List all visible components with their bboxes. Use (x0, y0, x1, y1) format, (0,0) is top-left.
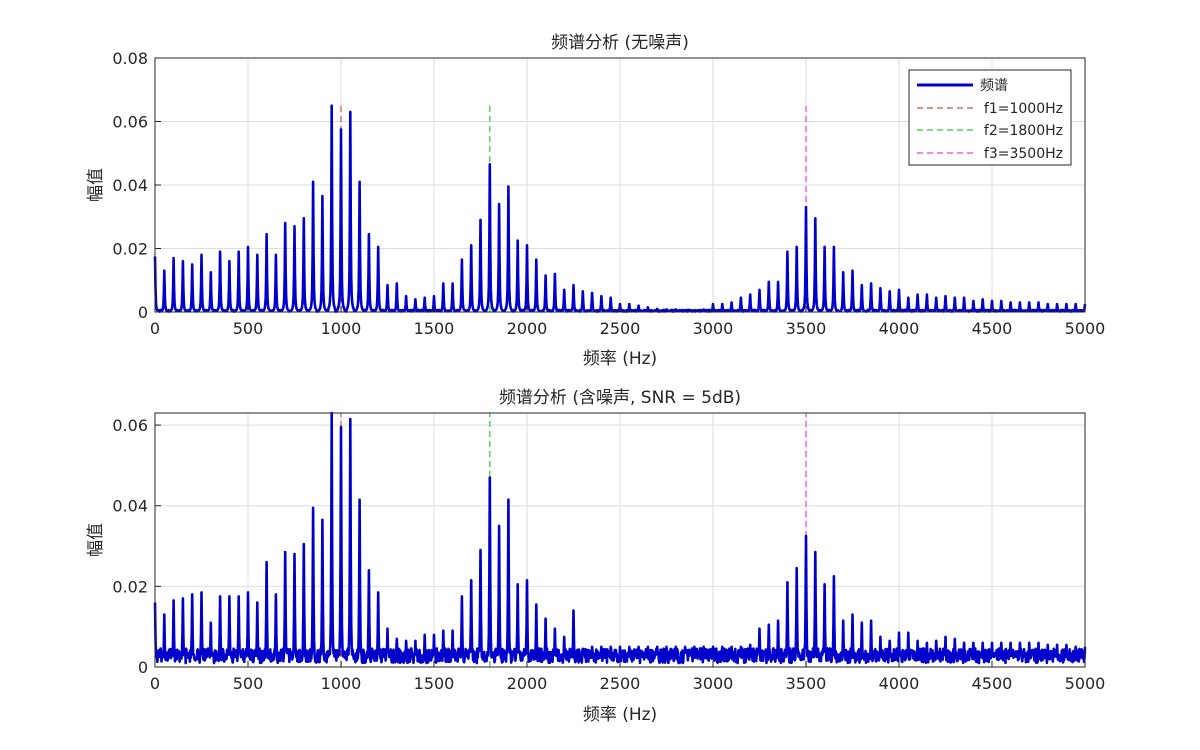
y-tick-label: 0.04 (112, 176, 148, 195)
y-tick-label: 0 (138, 658, 148, 677)
y-tick-label: 0.02 (112, 577, 148, 596)
x-tick-label: 0 (150, 674, 160, 693)
x-tick-label: 5000 (1065, 319, 1106, 338)
x-tick-label: 3500 (786, 674, 827, 693)
y-tick-label: 0.06 (112, 113, 148, 132)
chart-bottom: 0 500 1000 1500 2000 2500 3000 3500 4000 4500 5000… (86, 388, 1105, 725)
x-tick-label: 1500 (414, 319, 455, 338)
x-tick-label: 1000 (321, 674, 362, 693)
legend-entry-f3: f3=3500Hz (984, 146, 1063, 162)
chart-title: 频谱分析 (含噪声, SNR = 5dB) (499, 388, 741, 408)
chart-top: 0 500 1000 1500 2000 2500 3000 3500 4000 4500 5000… (86, 33, 1105, 369)
x-tick-label: 4000 (879, 674, 920, 693)
x-tick-label: 3000 (693, 319, 734, 338)
ticks: 0 500 1000 1500 2000 2500 3000 3500 4000 4500 5000… (112, 416, 1105, 693)
x-tick-label: 4000 (879, 319, 920, 338)
y-tick-label: 0.04 (112, 497, 148, 516)
x-tick-label: 0 (150, 319, 160, 338)
x-axis-label: 频率 (Hz) (583, 705, 657, 725)
x-tick-label: 3500 (786, 319, 827, 338)
x-tick-label: 1000 (321, 319, 362, 338)
x-tick-label: 2000 (507, 674, 548, 693)
y-axis-label: 幅值 (86, 523, 106, 557)
x-tick-label: 1500 (414, 674, 455, 693)
spectrum-series (153, 411, 1087, 665)
spectrum-series (153, 104, 1087, 313)
legend-entry-spectrum: 频谱 (980, 78, 1008, 94)
x-tick-label: 4500 (972, 319, 1013, 338)
legend-entry-f2: f2=1800Hz (984, 123, 1063, 139)
x-tick-label: 500 (233, 319, 264, 338)
spectrum-line (153, 104, 1087, 313)
y-tick-label: 0.08 (112, 49, 148, 68)
x-tick-label: 5000 (1065, 674, 1106, 693)
x-axis-label: 频率 (Hz) (583, 349, 657, 369)
x-tick-label: 2000 (507, 319, 548, 338)
x-tick-label: 4500 (972, 674, 1013, 693)
y-axis-label: 幅值 (86, 168, 106, 202)
x-tick-label: 2500 (600, 674, 641, 693)
x-tick-label: 3000 (693, 674, 734, 693)
y-tick-label: 0.06 (112, 416, 148, 435)
chart-title: 频谱分析 (无噪声) (551, 33, 689, 53)
x-tick-label: 500 (233, 674, 264, 693)
y-tick-label: 0.02 (112, 240, 148, 259)
x-tick-label: 2500 (600, 319, 641, 338)
legend: 频谱 f1=1000Hz f2=1800Hz f3=3500Hz (908, 69, 1072, 166)
ticks: 0 500 1000 1500 2000 2500 3000 3500 4000 4500 5000… (112, 49, 1105, 338)
legend-entry-f1: f1=1000Hz (984, 101, 1063, 117)
spectrum-line (153, 411, 1087, 665)
y-tick-label: 0 (138, 303, 148, 322)
